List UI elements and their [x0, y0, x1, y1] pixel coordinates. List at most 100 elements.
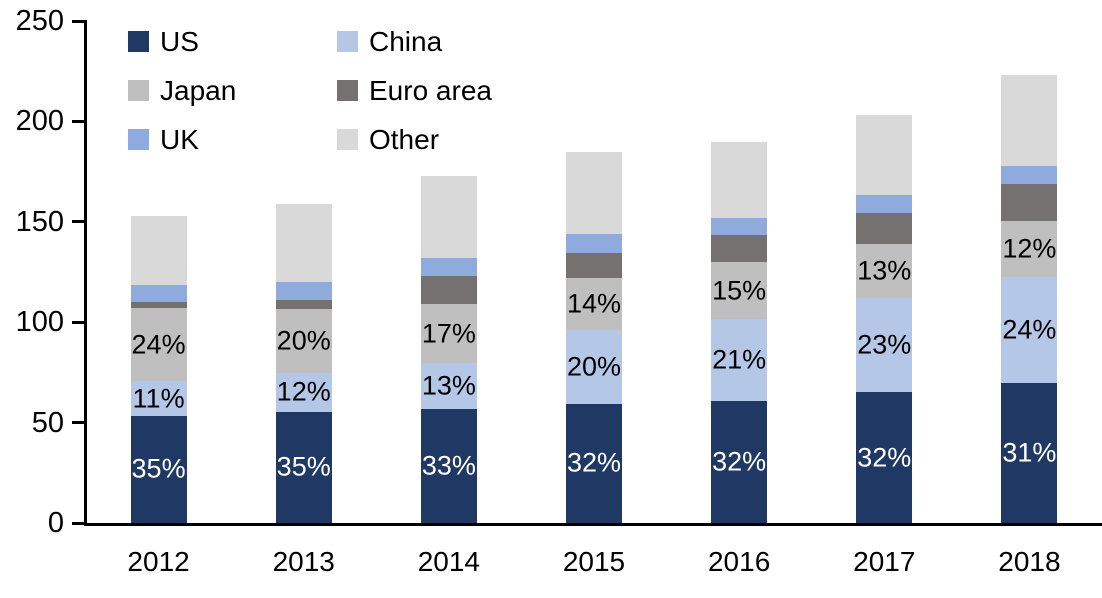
- bar-segment-japan: 20%: [275, 309, 332, 374]
- segment-value-label: 13%: [857, 255, 912, 286]
- legend-label: China: [369, 26, 443, 57]
- legend-item-other: Other: [337, 125, 492, 154]
- bar-segment-euro-area: [1001, 183, 1058, 221]
- bar-group-2012: 35% 11% 24%: [130, 215, 187, 523]
- legend-label: US: [160, 26, 199, 57]
- legend-label: Other: [369, 124, 440, 155]
- legend: US China Japan Euro area UK Other: [128, 27, 492, 154]
- bar-segment-uk: [711, 217, 768, 235]
- segment-value-label: 24%: [1002, 314, 1057, 345]
- bar-segment-china: 24%: [1001, 277, 1058, 384]
- bar-group-2017: 32% 23% 13%: [856, 115, 913, 523]
- y-tick-label: 250: [15, 5, 64, 37]
- legend-label: UK: [160, 124, 199, 155]
- x-tick-label-2014: 2014: [417, 546, 480, 577]
- bar-segment-euro-area: [566, 252, 622, 279]
- bar-segment-euro-area: [711, 234, 768, 262]
- bar-segment-china: 20%: [566, 330, 622, 404]
- bar-segment-euro-area: [856, 212, 913, 244]
- x-axis-line: [84, 523, 1102, 526]
- bar-segment-euro-area: [275, 300, 332, 310]
- segment-value-label: 24%: [131, 329, 186, 360]
- bar-segment-us: 35%: [130, 415, 187, 523]
- y-tick-label: 150: [15, 205, 64, 238]
- legend-swatch-icon: [337, 80, 358, 101]
- bar-group-2013: 35% 12% 20%: [275, 203, 332, 523]
- y-tick-mark: [72, 119, 85, 123]
- bar-group-2014: 33% 13% 17%: [420, 175, 477, 523]
- legend-label: Japan: [160, 75, 237, 106]
- x-tick-label-2012: 2012: [127, 546, 190, 577]
- segment-value-label: 21%: [712, 344, 767, 375]
- y-tick-mark: [72, 421, 85, 425]
- legend-item-euro-area: Euro area: [337, 76, 492, 105]
- bar-segment-japan: 14%: [566, 278, 622, 331]
- y-tick-label: 0: [47, 507, 64, 539]
- segment-value-label: 35%: [131, 453, 186, 484]
- bar-segment-uk: [130, 285, 187, 303]
- bar-group-2015: 32% 20% 14%: [566, 151, 622, 523]
- legend-swatch-icon: [128, 129, 149, 150]
- y-tick-mark: [72, 320, 85, 324]
- bar-segment-other: [420, 175, 477, 258]
- bar-segment-other: [566, 151, 622, 234]
- y-tick-mark: [72, 19, 85, 23]
- segment-value-label: 12%: [276, 376, 331, 407]
- y-tick-label: 100: [15, 306, 64, 339]
- legend-swatch-icon: [128, 31, 149, 52]
- segment-value-label: 13%: [421, 370, 476, 401]
- bar-segment-uk: [856, 194, 913, 213]
- y-tick-mark: [72, 521, 85, 525]
- bar-segment-us: 31%: [1001, 383, 1058, 523]
- legend-item-china: China: [337, 27, 492, 56]
- segment-value-label: 20%: [566, 351, 622, 382]
- bar-segment-uk: [566, 233, 622, 253]
- bar-segment-other: [130, 215, 187, 286]
- bar-segment-china: 23%: [856, 298, 913, 393]
- bar-segment-china: 21%: [711, 319, 768, 401]
- legend-swatch-icon: [337, 31, 358, 52]
- segment-value-label: 32%: [566, 447, 622, 478]
- segment-value-label: 15%: [712, 275, 767, 306]
- legend-item-uk: UK: [128, 125, 337, 154]
- bar-segment-china: 13%: [420, 363, 477, 409]
- segment-value-label: 32%: [712, 446, 767, 477]
- y-axis-line: [84, 20, 87, 526]
- legend-label: Euro area: [369, 75, 492, 106]
- segment-value-label: 33%: [421, 450, 476, 481]
- legend-swatch-icon: [128, 80, 149, 101]
- bar-segment-japan: 24%: [130, 308, 187, 382]
- x-tick-label-2013: 2013: [272, 546, 335, 577]
- legend-swatch-icon: [337, 129, 358, 150]
- bar-segment-japan: 12%: [1001, 220, 1058, 278]
- legend-item-us: US: [128, 27, 337, 56]
- segment-value-label: 11%: [132, 383, 185, 414]
- segment-value-label: 31%: [1002, 437, 1057, 468]
- segment-value-label: 23%: [857, 329, 912, 360]
- segment-value-label: 20%: [276, 325, 331, 356]
- x-tick-label-2018: 2018: [998, 546, 1061, 577]
- bar-segment-china: 12%: [275, 373, 332, 412]
- bar-segment-euro-area: [130, 302, 187, 309]
- bar-segment-us: 32%: [856, 392, 913, 523]
- bar-segment-other: [856, 115, 913, 195]
- x-tick-label-2015: 2015: [562, 546, 626, 577]
- segment-value-label: 14%: [566, 288, 622, 319]
- bar-segment-japan: 17%: [420, 304, 477, 364]
- bar-segment-us: 32%: [711, 400, 768, 523]
- bar-segment-other: [711, 141, 768, 218]
- bar-group-2018: 31% 24% 12%: [1001, 75, 1058, 523]
- bar-segment-uk: [275, 282, 332, 301]
- segment-value-label: 35%: [276, 451, 331, 482]
- bar-segment-other: [275, 203, 332, 283]
- bar-segment-other: [1001, 75, 1058, 166]
- legend-item-japan: Japan: [128, 76, 337, 105]
- bar-segment-uk: [1001, 165, 1058, 184]
- segment-value-label: 17%: [421, 318, 476, 349]
- segment-value-label: 32%: [857, 442, 912, 473]
- bar-segment-us: 33%: [420, 408, 477, 523]
- bar-segment-japan: 15%: [711, 261, 768, 320]
- bar-segment-china: 11%: [130, 381, 187, 416]
- bar-segment-us: 32%: [566, 403, 622, 523]
- segment-value-label: 12%: [1002, 233, 1057, 264]
